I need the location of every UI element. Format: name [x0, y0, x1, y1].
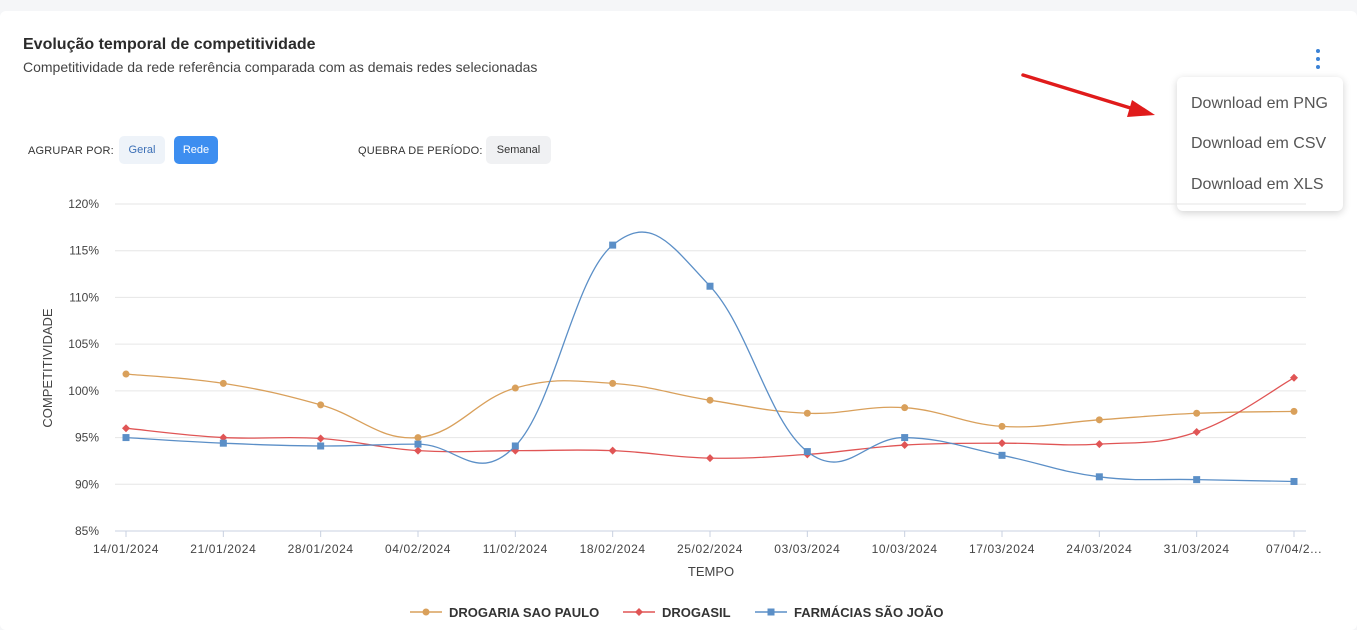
period-select[interactable]: Semanal: [486, 136, 551, 164]
y-tick-label: 120%: [68, 197, 99, 211]
x-tick-label: 18/02/2024: [580, 542, 646, 556]
series-line: [125, 231, 1295, 483]
x-tick-label: 10/03/2024: [872, 542, 938, 556]
x-tick-label: 03/03/2024: [774, 542, 840, 556]
data-point: [1193, 409, 1201, 417]
data-point: [998, 439, 1006, 448]
data-point: [511, 384, 519, 392]
legend-label: FARMÁCIAS SÃO JOÃO: [794, 605, 944, 620]
data-point: [706, 396, 714, 404]
data-point: [219, 379, 227, 387]
data-point: [901, 434, 909, 442]
legend-marker: [767, 608, 775, 616]
y-axis-title: COMPETITIVIDADE: [40, 308, 55, 428]
y-tick-label: 100%: [68, 384, 99, 398]
download-xls-item[interactable]: Download em XLS: [1191, 176, 1324, 193]
group-rede-button[interactable]: Rede: [174, 136, 218, 164]
data-point: [122, 434, 130, 442]
data-point: [609, 379, 617, 387]
y-tick-label: 110%: [69, 290, 99, 304]
data-point: [317, 401, 325, 409]
data-point: [219, 439, 227, 447]
legend-marker: [422, 608, 430, 616]
x-tick-label: 07/04/2...: [1266, 542, 1322, 556]
data-point: [998, 422, 1006, 430]
data-point: [511, 442, 519, 450]
y-tick-label: 105%: [68, 337, 99, 351]
data-point: [122, 370, 130, 378]
data-point: [1290, 477, 1298, 485]
chart-subtitle: Competitividade da rede referência compa…: [23, 59, 538, 75]
data-point: [414, 446, 422, 455]
data-point: [317, 442, 325, 450]
x-tick-label: 14/01/2024: [93, 542, 159, 556]
x-tick-label: 24/03/2024: [1066, 542, 1132, 556]
y-tick-label: 90%: [75, 477, 99, 491]
x-tick-label: 04/02/2024: [385, 542, 451, 556]
download-csv-item[interactable]: Download em CSV: [1191, 135, 1327, 152]
chart-title: Evolução temporal de competitividade: [23, 36, 316, 53]
x-tick-label: 31/03/2024: [1164, 542, 1230, 556]
data-point: [1095, 473, 1103, 481]
x-tick-label: 25/02/2024: [677, 542, 743, 556]
x-tick-label: 17/03/2024: [969, 542, 1035, 556]
x-tick-label: 28/01/2024: [288, 542, 354, 556]
data-point: [900, 441, 909, 450]
group-geral-button[interactable]: Geral: [119, 136, 165, 164]
data-point: [414, 440, 422, 448]
legend-label: DROGASIL: [662, 605, 731, 620]
legend-marker: [635, 608, 643, 616]
series-line: [125, 373, 1295, 439]
data-point: [803, 409, 811, 417]
download-png-item[interactable]: Download em PNG: [1191, 95, 1328, 112]
data-point: [1290, 407, 1298, 415]
data-point: [1290, 373, 1298, 382]
x-axis-title: TEMPO: [688, 564, 734, 579]
x-tick-label: 21/01/2024: [190, 542, 256, 556]
data-point: [803, 448, 811, 456]
data-point: [609, 241, 617, 249]
legend-label: DROGARIA SAO PAULO: [449, 605, 599, 620]
y-tick-label: 85%: [75, 524, 99, 538]
data-point: [1095, 416, 1103, 424]
data-point: [706, 282, 714, 290]
data-point: [1193, 476, 1201, 484]
data-point: [706, 454, 714, 463]
download-menu: Download em PNG Download em CSV Download…: [1177, 77, 1343, 211]
data-point: [1095, 440, 1104, 449]
data-point: [1192, 427, 1201, 436]
group-by-label: AGRUPAR POR:: [28, 145, 114, 157]
data-point: [998, 451, 1006, 459]
data-point: [316, 434, 325, 443]
data-point: [219, 433, 228, 442]
y-tick-label: 95%: [75, 431, 99, 445]
data-point: [414, 434, 422, 442]
data-point: [122, 424, 130, 433]
x-tick-label: 11/02/2024: [483, 542, 548, 556]
data-point: [608, 446, 617, 455]
data-point: [901, 404, 909, 412]
period-label: QUEBRA DE PERÍODO:: [358, 145, 483, 157]
annotation-arrow: [1021, 73, 1155, 117]
more-options-icon[interactable]: [1310, 48, 1326, 70]
y-tick-label: 115%: [69, 244, 99, 258]
